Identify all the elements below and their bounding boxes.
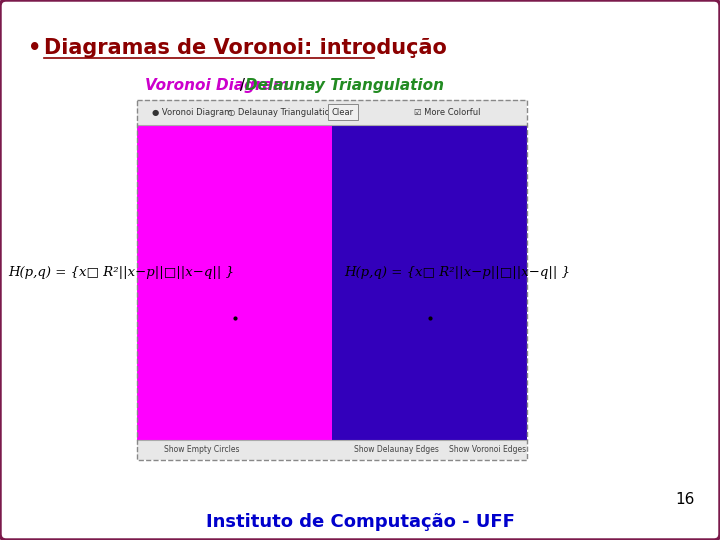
Text: Show Empty Circles: Show Empty Circles xyxy=(163,446,239,455)
FancyBboxPatch shape xyxy=(328,104,358,120)
Text: •: • xyxy=(28,38,41,58)
Text: ● Voronoi Diagram: ● Voronoi Diagram xyxy=(152,108,232,117)
Text: 16: 16 xyxy=(675,492,695,508)
Bar xyxy=(137,100,527,460)
Text: H(p,q) = {x□ R²||x−p||□||x−q|| }: H(p,q) = {x□ R²||x−p||□||x−q|| } xyxy=(344,266,570,279)
Bar xyxy=(137,125,332,440)
Text: Delaunay Triangulation: Delaunay Triangulation xyxy=(245,78,444,93)
Text: ○ Delaunay Triangulation: ○ Delaunay Triangulation xyxy=(228,108,336,117)
Text: Voronoi Diagram: Voronoi Diagram xyxy=(145,78,289,93)
Text: H(p,q) = {x□ R²||x−p||□||x−q|| }: H(p,q) = {x□ R²||x−p||□||x−q|| } xyxy=(8,266,234,279)
Text: /: / xyxy=(235,78,250,93)
Text: Show Delaunay Edges: Show Delaunay Edges xyxy=(354,446,438,455)
Text: Clear: Clear xyxy=(332,108,354,117)
Text: Diagramas de Voronoi: introdução: Diagramas de Voronoi: introdução xyxy=(44,38,447,58)
Bar xyxy=(137,440,527,460)
Bar xyxy=(137,100,527,125)
Text: Instituto de Computação - UFF: Instituto de Computação - UFF xyxy=(206,513,514,531)
Text: ☑ More Colorful: ☑ More Colorful xyxy=(414,108,480,117)
Bar xyxy=(332,125,527,440)
Text: Show Voronoi Edges: Show Voronoi Edges xyxy=(449,446,526,455)
